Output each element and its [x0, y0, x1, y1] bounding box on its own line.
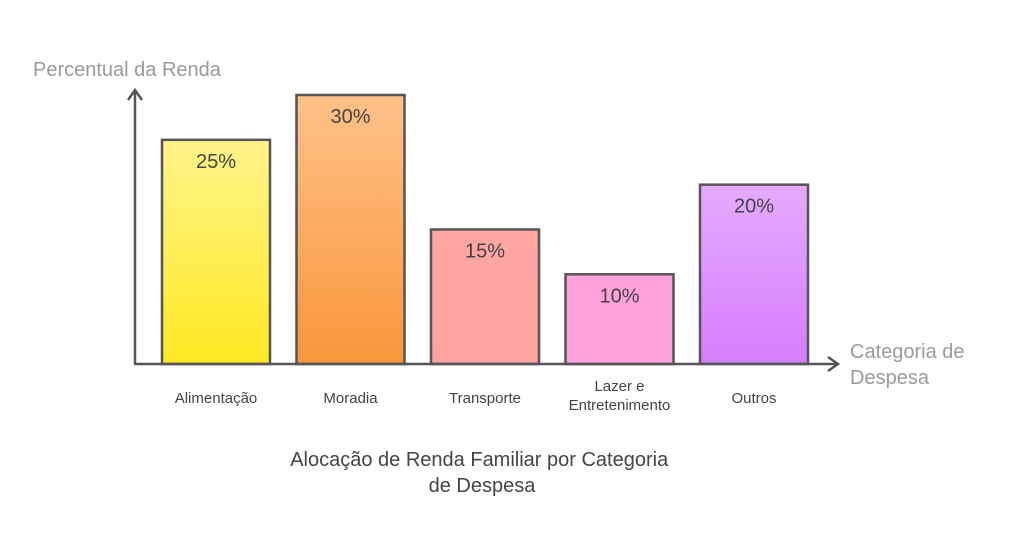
data-label: 10% — [599, 285, 639, 307]
x-tick-label: Lazer e Entretenimento — [569, 378, 671, 414]
bars-group — [160, 93, 810, 366]
x-tick-label: Outros — [731, 390, 776, 407]
x-tick-label-line: Moradia — [323, 390, 378, 407]
y-axis-arrow — [126, 87, 144, 101]
data-label: 20% — [734, 196, 774, 218]
bar-alimenta-o — [160, 138, 272, 366]
x-axis-arrow — [827, 355, 841, 373]
bar-lazer-e-entretenimento — [564, 273, 675, 366]
x-tick-label-line: Transporte — [449, 390, 521, 407]
x-tick-label-line: Alimentação — [175, 390, 258, 407]
bar-transporte — [429, 228, 541, 366]
chart-title-line: de Despesa — [429, 475, 537, 497]
x-tick-label: Moradia — [323, 390, 378, 407]
x-tick-label-line: Outros — [731, 390, 776, 407]
labels-group: 25% Alimentação 30% Moradia 15% Transporte 10%… — [175, 106, 777, 414]
bar-outros — [698, 183, 810, 366]
x-tick-label: Transporte — [449, 390, 521, 407]
data-label: 15% — [465, 241, 505, 263]
y-axis-label: Percentual da Renda — [33, 59, 222, 81]
bar-moradia — [295, 93, 406, 366]
x-tick-label-line: Entretenimento — [569, 397, 671, 414]
x-tick-label: Alimentação — [175, 390, 258, 407]
data-label: 30% — [330, 106, 370, 128]
chart-title-line: Alocação de Renda Familiar por Categoria — [290, 449, 669, 471]
x-axis-label-line: Categoria de — [850, 341, 965, 363]
x-axis-label-line: Despesa — [850, 367, 930, 389]
x-axis-label: Categoria de Despesa — [850, 341, 970, 389]
data-label: 25% — [196, 151, 236, 173]
x-tick-label-line: Lazer e — [594, 378, 644, 395]
chart-title: Alocação de Renda Familiar por Categoria… — [290, 449, 674, 497]
